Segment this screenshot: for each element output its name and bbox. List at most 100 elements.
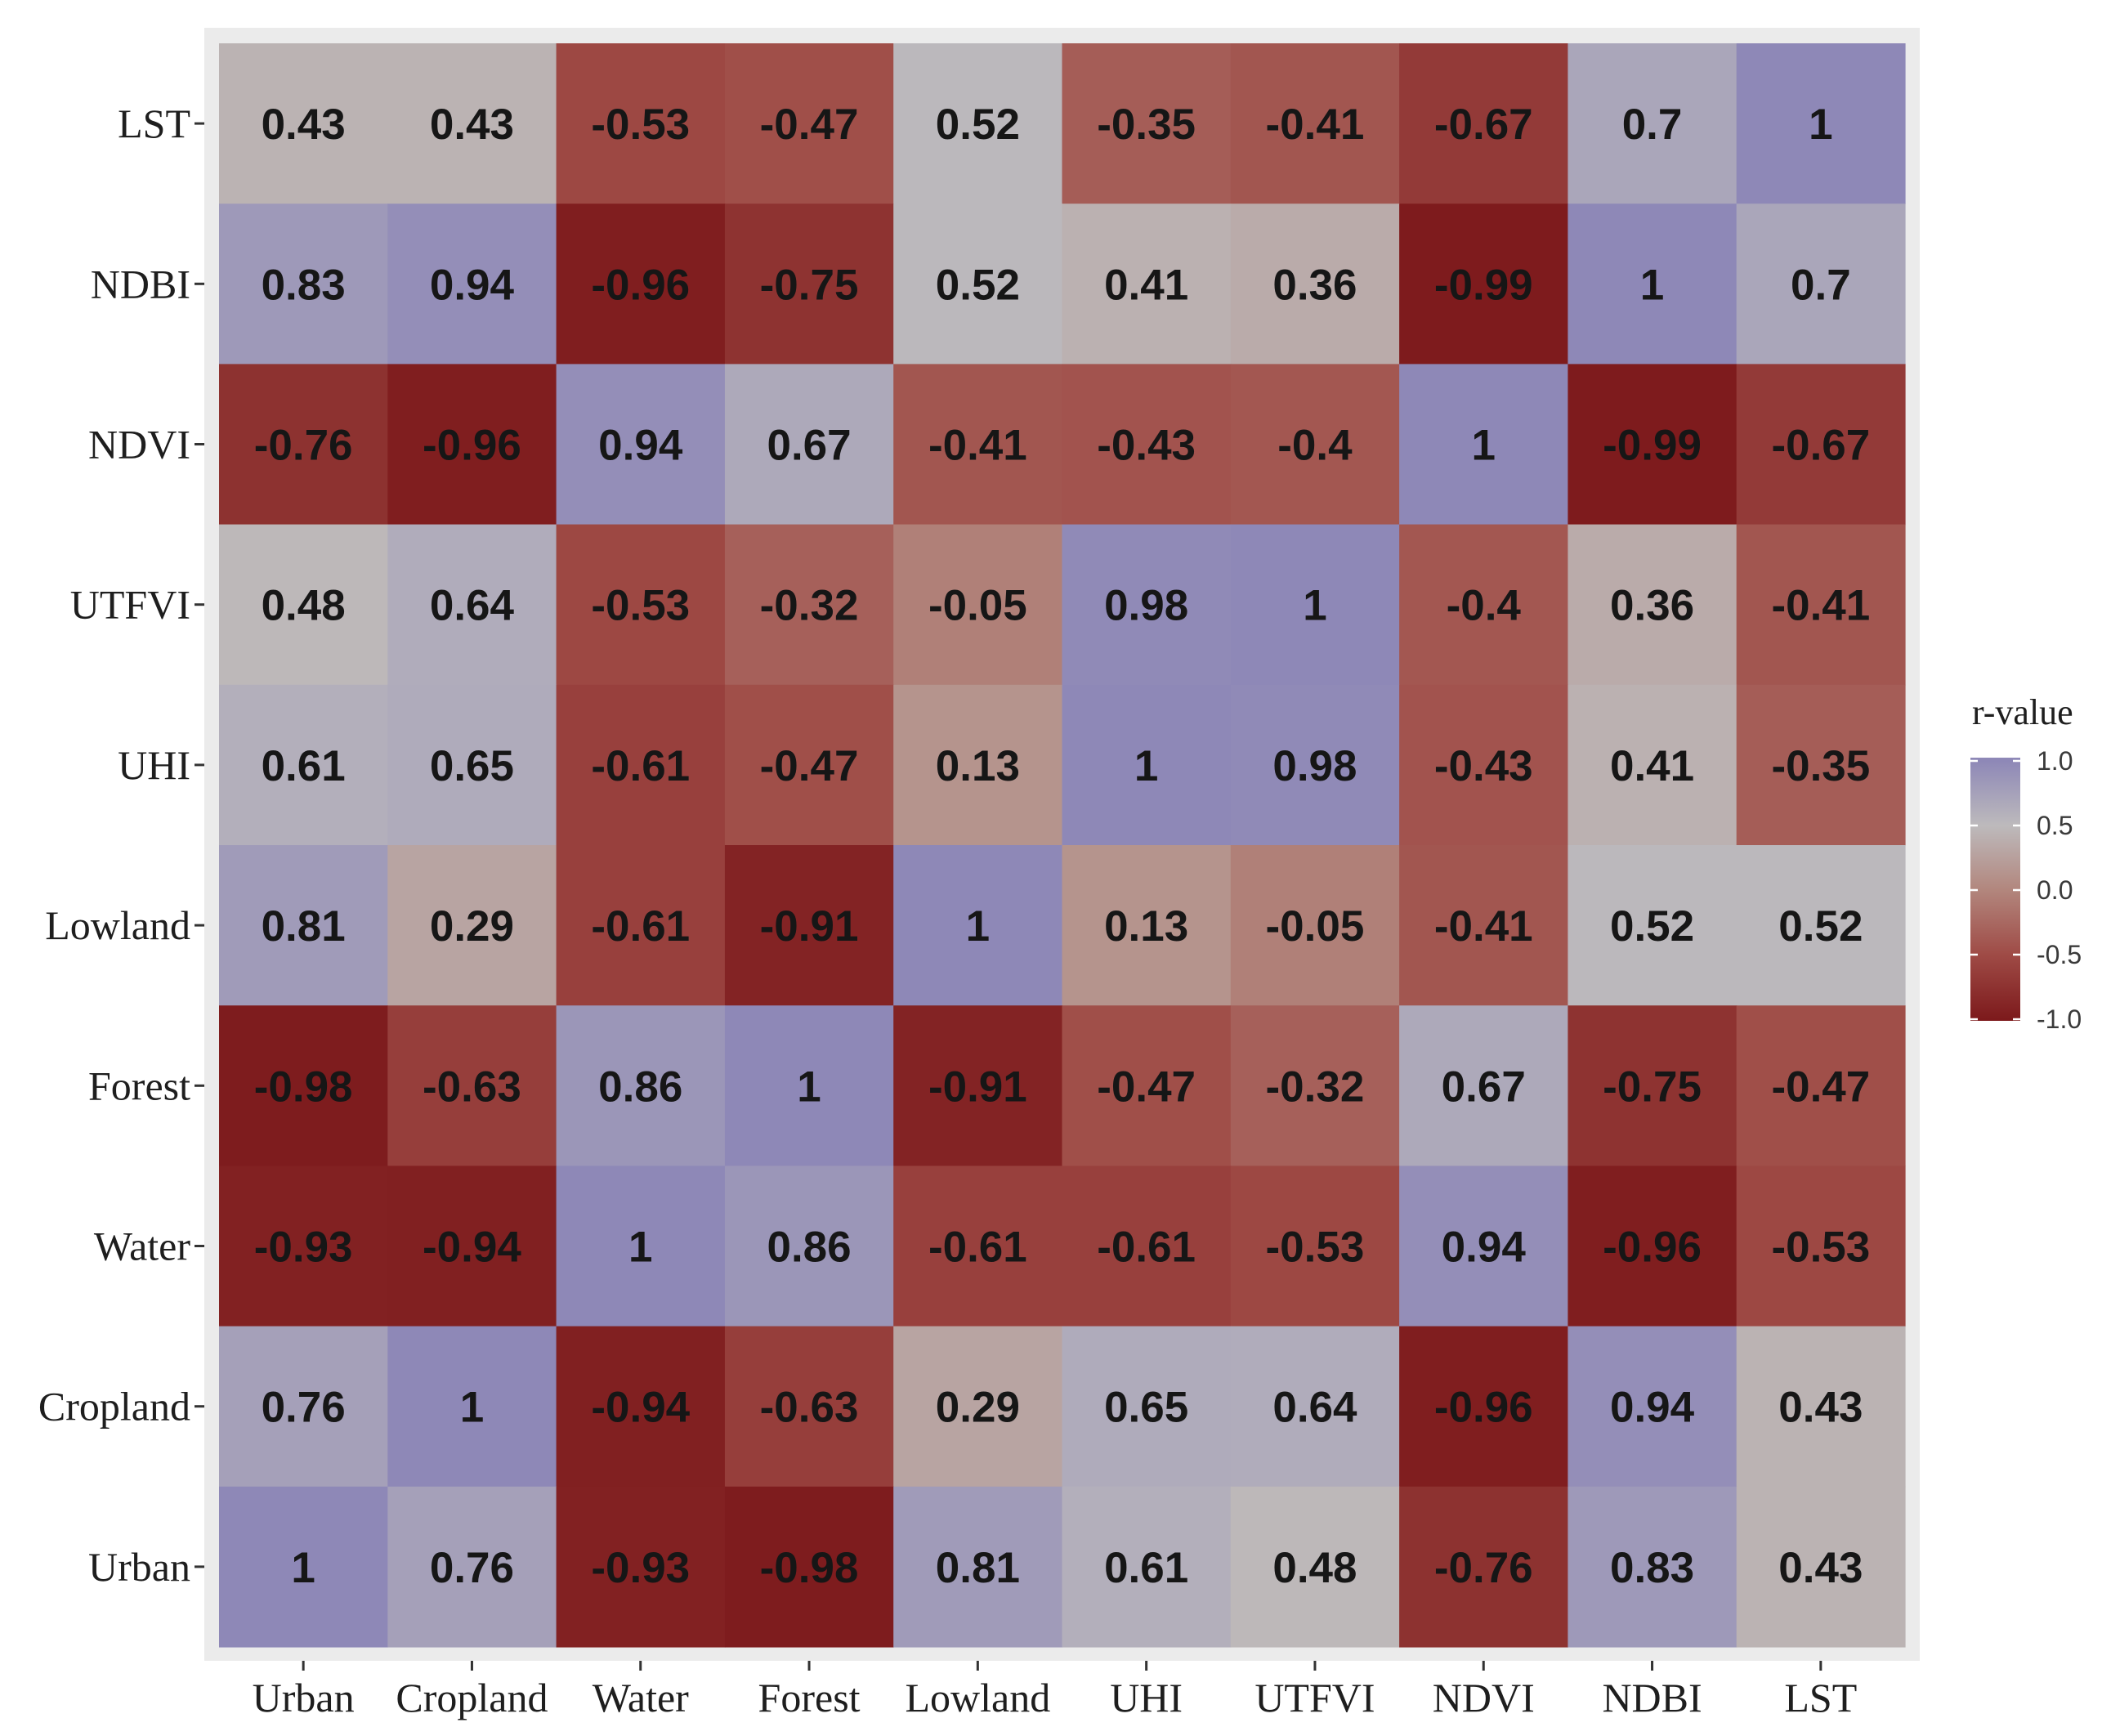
cell-lst-lst — [1736, 43, 1906, 204]
cell-uhi-ndbi — [1568, 684, 1738, 846]
cell-lowland-uhi — [1062, 845, 1232, 1006]
y-axis: LST NDBI NDVI UTFVI UHI Lowland Forest Water Cro… — [38, 101, 204, 1590]
cell-value-utfvi-urban: 0.48 — [262, 582, 346, 630]
cell-utfvi-water — [556, 524, 726, 686]
x-tick-label-lowland: Lowland — [905, 1675, 1050, 1720]
cell-lowland-urban — [219, 845, 388, 1006]
cell-value-uhi-lst: -0.35 — [1771, 742, 1870, 790]
cell-utfvi-ndvi — [1399, 524, 1568, 686]
cell-value-lowland-urban: 0.81 — [262, 902, 346, 951]
cell-value-uhi-lowland: 0.13 — [936, 742, 1020, 790]
y-tick-label-cropland: Cropland — [38, 1384, 190, 1430]
cell-value-uhi-ndvi: -0.43 — [1434, 742, 1533, 790]
cell-value-lowland-cropland: 0.29 — [430, 902, 514, 951]
cell-value-water-urban: -0.93 — [254, 1224, 353, 1272]
cell-cropland-lowland — [893, 1326, 1063, 1488]
heatmap-cells: 0.43 0.43 -0.53 -0.47 0.52 -0.35 -0.41 -0.67 0.7… — [219, 43, 1906, 1648]
cell-ndvi-uhi — [1062, 364, 1232, 526]
cell-value-water-cropland: -0.94 — [423, 1224, 521, 1272]
cell-value-water-water: 1 — [628, 1224, 652, 1272]
cell-value-urban-utfvi: 0.48 — [1272, 1544, 1357, 1592]
cell-value-ndbi-forest: -0.75 — [760, 261, 859, 309]
cell-value-urban-water: -0.93 — [591, 1544, 690, 1592]
cell-lst-forest — [724, 43, 894, 204]
cell-value-cropland-water: -0.94 — [591, 1384, 690, 1432]
cell-value-lowland-uhi: 0.13 — [1104, 902, 1188, 951]
cell-value-lst-lowland: 0.52 — [936, 101, 1020, 149]
cell-urban-ndvi — [1399, 1486, 1568, 1648]
cell-utfvi-forest — [724, 524, 894, 686]
y-tick-label-uhi: UHI — [118, 742, 190, 788]
x-tick-label-utfvi: UTFVI — [1254, 1675, 1375, 1720]
cell-value-forest-uhi: -0.47 — [1097, 1063, 1196, 1111]
cell-ndbi-uhi — [1062, 204, 1232, 365]
cell-ndvi-ndbi — [1568, 364, 1738, 526]
cell-value-lowland-utfvi: -0.05 — [1266, 902, 1365, 951]
cell-lowland-lowland — [893, 845, 1063, 1006]
cell-value-urban-urban: 1 — [291, 1544, 315, 1592]
cell-value-forest-lst: -0.47 — [1771, 1063, 1870, 1111]
cell-cropland-uhi — [1062, 1326, 1232, 1488]
cell-value-cropland-uhi: 0.65 — [1104, 1384, 1188, 1432]
x-tick-label-ndvi: NDVI — [1433, 1675, 1535, 1720]
cell-forest-lowland — [893, 1005, 1063, 1166]
cell-lowland-water — [556, 845, 726, 1006]
y-tick-label-urban: Urban — [88, 1544, 190, 1590]
x-tick-label-lst: LST — [1784, 1675, 1857, 1720]
cell-cropland-lst — [1736, 1326, 1906, 1488]
cell-value-urban-ndbi: 0.83 — [1610, 1544, 1694, 1592]
cell-value-uhi-cropland: 0.65 — [430, 742, 514, 790]
cell-value-uhi-urban: 0.61 — [262, 742, 346, 790]
cell-value-lowland-lowland: 1 — [966, 902, 990, 951]
cell-cropland-cropland — [387, 1326, 557, 1488]
cell-urban-lst — [1736, 1486, 1906, 1648]
cell-urban-forest — [724, 1486, 894, 1648]
cell-ndbi-cropland — [387, 204, 557, 365]
cell-urban-uhi — [1062, 1486, 1232, 1648]
cell-value-cropland-ndbi: 0.94 — [1610, 1384, 1695, 1432]
cell-value-water-uhi: -0.61 — [1097, 1224, 1196, 1272]
cell-value-ndvi-ndvi: 1 — [1472, 422, 1496, 470]
cell-value-lst-forest: -0.47 — [760, 101, 859, 149]
cell-value-urban-ndvi: -0.76 — [1434, 1544, 1533, 1592]
cell-value-ndbi-utfvi: 0.36 — [1272, 261, 1357, 309]
cell-value-lowland-ndvi: -0.41 — [1434, 902, 1533, 951]
y-tick-label-forest: Forest — [88, 1063, 190, 1108]
legend-tick-label: -1.0 — [2037, 1004, 2082, 1034]
cell-water-cropland — [387, 1166, 557, 1327]
cell-value-ndvi-ndbi: -0.99 — [1603, 422, 1702, 470]
cell-value-ndbi-uhi: 0.41 — [1104, 261, 1188, 309]
cell-lowland-cropland — [387, 845, 557, 1006]
cell-uhi-utfvi — [1230, 684, 1400, 846]
cell-value-cropland-forest: -0.63 — [760, 1384, 859, 1432]
cell-forest-urban — [219, 1005, 388, 1166]
cell-value-ndvi-utfvi: -0.4 — [1277, 422, 1353, 470]
cell-ndbi-urban — [219, 204, 388, 365]
x-tick-label-water: Water — [593, 1675, 689, 1720]
cell-lst-utfvi — [1230, 43, 1400, 204]
cell-value-ndvi-water: 0.94 — [598, 422, 683, 470]
cell-value-utfvi-uhi: 0.98 — [1104, 582, 1188, 630]
cell-ndvi-lst — [1736, 364, 1906, 526]
cell-forest-forest — [724, 1005, 894, 1166]
cell-value-lst-urban: 0.43 — [262, 101, 346, 149]
cell-value-lowland-water: -0.61 — [591, 902, 690, 951]
cell-ndvi-forest — [724, 364, 894, 526]
cell-value-utfvi-ndbi: 0.36 — [1610, 582, 1694, 630]
cell-ndbi-forest — [724, 204, 894, 365]
cell-value-uhi-forest: -0.47 — [760, 742, 859, 790]
cell-value-utfvi-forest: -0.32 — [760, 582, 859, 630]
cell-cropland-water — [556, 1326, 726, 1488]
cell-value-ndbi-cropland: 0.94 — [430, 261, 515, 309]
cell-value-forest-water: 0.86 — [598, 1063, 682, 1111]
cell-value-ndvi-urban: -0.76 — [254, 422, 353, 470]
cell-ndbi-ndbi — [1568, 204, 1738, 365]
cell-value-lst-water: -0.53 — [591, 101, 690, 149]
cell-ndbi-ndvi — [1399, 204, 1568, 365]
cell-lowland-ndbi — [1568, 845, 1738, 1006]
cell-value-forest-cropland: -0.63 — [423, 1063, 521, 1111]
cell-value-cropland-lst: 0.43 — [1778, 1384, 1863, 1432]
cell-forest-lst — [1736, 1005, 1906, 1166]
cell-forest-utfvi — [1230, 1005, 1400, 1166]
